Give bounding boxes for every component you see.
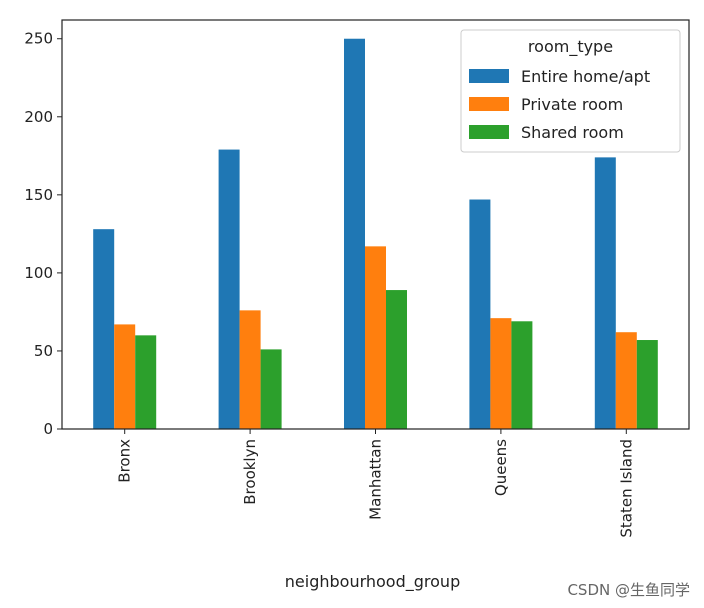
bars-layer <box>93 38 658 429</box>
bar-bronx-private-room <box>114 324 136 429</box>
bar-queens-shared-room <box>511 321 533 429</box>
y-axis: 0 50 100 150 200 250 <box>24 30 62 438</box>
y-tick-label: 0 <box>43 420 53 438</box>
legend-label: Entire home/apt <box>521 67 650 86</box>
legend: room_type Entire home/apt Private room Shar… <box>460 29 681 153</box>
y-tick-label: 250 <box>24 30 53 48</box>
bar-brooklyn-entire-home-apt <box>218 149 240 429</box>
bar-manhattan-entire-home-apt <box>344 38 365 429</box>
y-tick-label: 200 <box>24 108 53 126</box>
bar-brooklyn-shared-room <box>260 349 282 429</box>
legend-label: Private room <box>521 95 623 114</box>
x-tick-label: Bronx <box>116 439 134 483</box>
bar-bronx-shared-room <box>135 335 157 429</box>
bar-queens-entire-home-apt <box>469 199 491 429</box>
legend-title: room_type <box>528 37 613 57</box>
bar-staten-island-private-room <box>615 332 637 429</box>
legend-label: Shared room <box>521 123 624 142</box>
y-tick-label: 150 <box>24 186 53 204</box>
y-tick-label: 50 <box>34 342 53 360</box>
legend-box <box>460 29 681 153</box>
bar-staten-island-entire-home-apt <box>594 157 616 429</box>
bar-manhattan-private-room <box>365 246 386 429</box>
bar-manhattan-shared-room <box>386 290 407 429</box>
legend-swatch <box>469 125 509 139</box>
bar-staten-island-shared-room <box>636 340 658 429</box>
x-axis-title: neighbourhood_group <box>285 572 460 592</box>
bar-bronx-entire-home-apt <box>93 229 115 429</box>
x-tick-label: Staten Island <box>617 439 635 538</box>
x-tick-label: Manhattan <box>367 439 385 520</box>
bar-queens-private-room <box>490 318 512 429</box>
bar-brooklyn-private-room <box>239 310 261 429</box>
legend-swatch <box>469 69 509 83</box>
watermark-text: CSDN @生鱼同学 <box>567 581 690 599</box>
x-tick-label: Queens <box>492 439 510 496</box>
x-tick-label: Brooklyn <box>241 439 259 505</box>
x-axis: Bronx Brooklyn Manhattan Queens Staten Islan… <box>116 429 635 538</box>
legend-swatch <box>469 97 509 111</box>
y-tick-label: 100 <box>24 264 53 282</box>
